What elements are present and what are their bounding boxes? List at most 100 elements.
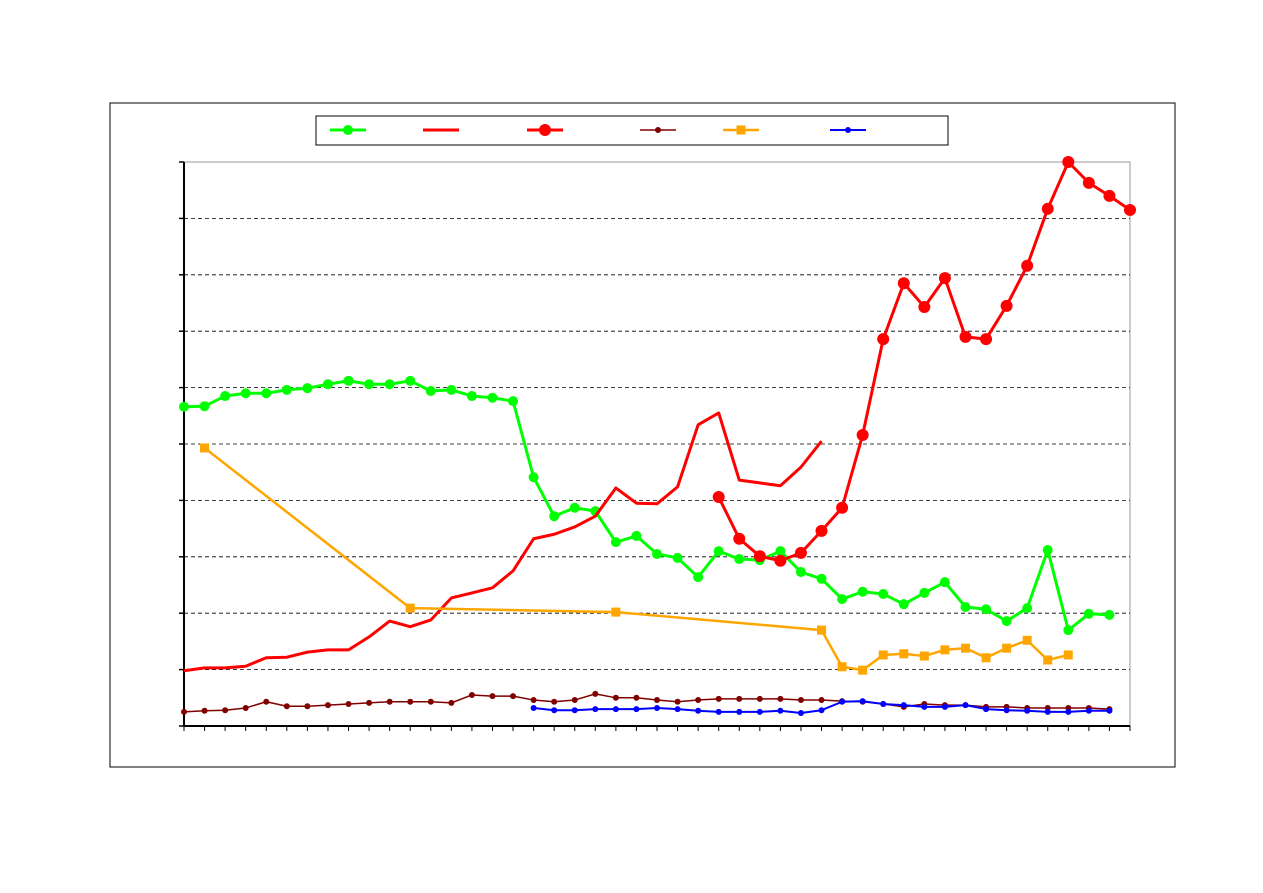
- series-line: [183, 379, 1110, 632]
- marker: [939, 577, 950, 588]
- marker: [880, 701, 887, 708]
- marker: [222, 707, 229, 714]
- marker: [1043, 655, 1053, 665]
- marker: [592, 690, 599, 697]
- marker: [261, 388, 272, 399]
- marker: [1124, 203, 1136, 216]
- marker: [384, 379, 395, 390]
- marker: [1022, 635, 1032, 645]
- marker: [674, 698, 681, 705]
- marker: [1001, 616, 1012, 627]
- marker: [959, 330, 972, 343]
- marker: [715, 695, 722, 702]
- marker: [612, 694, 619, 701]
- marker: [818, 707, 825, 714]
- marker: [569, 502, 580, 513]
- marker: [836, 501, 849, 514]
- marker: [592, 706, 599, 713]
- marker: [263, 698, 270, 705]
- legend-marker: [343, 125, 353, 135]
- marker: [446, 384, 457, 395]
- marker: [281, 384, 292, 395]
- legend-marker: [736, 125, 746, 135]
- marker: [736, 695, 743, 702]
- marker: [899, 649, 909, 659]
- marker: [405, 603, 415, 613]
- marker: [815, 524, 828, 537]
- marker: [918, 300, 931, 313]
- marker: [1044, 708, 1051, 715]
- marker: [938, 272, 951, 285]
- marker: [633, 694, 640, 701]
- marker: [919, 651, 929, 661]
- marker: [654, 704, 660, 711]
- marker: [736, 708, 743, 715]
- marker: [753, 550, 766, 563]
- marker: [466, 391, 477, 402]
- marker: [528, 472, 539, 483]
- marker: [652, 548, 662, 559]
- marker: [962, 702, 969, 709]
- marker: [756, 695, 763, 702]
- marker: [734, 554, 745, 565]
- marker: [1042, 545, 1053, 556]
- marker: [1063, 650, 1073, 660]
- marker: [1063, 625, 1074, 636]
- marker: [837, 594, 848, 605]
- marker: [858, 665, 868, 675]
- marker: [407, 698, 414, 705]
- marker: [837, 662, 847, 672]
- marker: [200, 443, 210, 453]
- marker: [448, 699, 455, 706]
- marker: [756, 708, 763, 715]
- marker: [777, 707, 784, 714]
- marker: [1024, 707, 1031, 714]
- marker: [960, 601, 971, 612]
- legend-marker: [845, 127, 851, 133]
- marker: [201, 707, 208, 714]
- marker: [345, 701, 352, 708]
- marker: [897, 277, 910, 290]
- legend-marker: [539, 124, 551, 136]
- marker: [1103, 189, 1116, 202]
- marker: [427, 698, 434, 705]
- marker: [571, 707, 578, 714]
- marker: [242, 704, 249, 711]
- marker: [654, 697, 660, 704]
- marker: [633, 706, 640, 713]
- marker: [1104, 609, 1115, 620]
- marker: [324, 702, 331, 709]
- marker: [1065, 708, 1072, 715]
- marker: [774, 554, 787, 567]
- marker: [715, 708, 722, 715]
- marker: [695, 707, 702, 714]
- marker: [530, 704, 537, 711]
- legend-marker: [655, 127, 661, 133]
- marker: [983, 706, 990, 713]
- marker: [859, 698, 866, 705]
- marker: [980, 333, 993, 346]
- marker: [919, 587, 930, 598]
- marker: [816, 573, 827, 584]
- marker: [921, 703, 928, 710]
- marker: [981, 604, 992, 615]
- marker: [775, 546, 786, 557]
- marker: [1041, 202, 1054, 215]
- marker: [878, 589, 889, 600]
- marker: [1106, 707, 1113, 714]
- marker: [1000, 299, 1013, 312]
- marker: [960, 643, 970, 653]
- marker: [797, 710, 804, 717]
- marker: [695, 697, 702, 704]
- marker: [179, 401, 189, 412]
- marker: [1062, 156, 1075, 168]
- marker: [839, 698, 846, 705]
- marker: [693, 572, 704, 583]
- marker: [713, 546, 724, 557]
- marker: [941, 703, 948, 710]
- marker: [343, 375, 354, 386]
- marker: [1003, 707, 1010, 714]
- marker: [530, 697, 537, 704]
- marker: [877, 333, 890, 346]
- marker: [322, 379, 333, 390]
